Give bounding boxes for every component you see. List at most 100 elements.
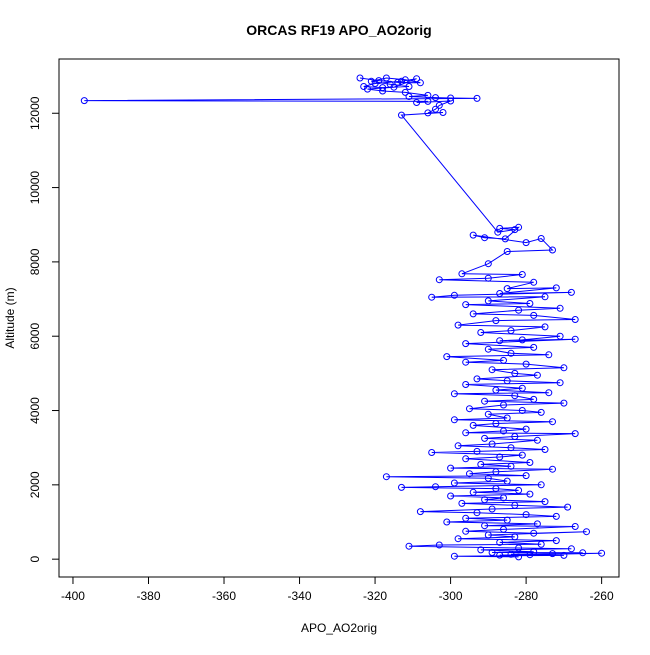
data-point [503, 516, 511, 524]
data-point [492, 420, 500, 427]
data-point [515, 223, 523, 231]
data-point [432, 105, 439, 113]
data-point [500, 356, 507, 364]
data-point [496, 337, 504, 345]
data-point [390, 83, 398, 91]
data-point [503, 477, 511, 485]
data-point [492, 386, 500, 394]
data-point [541, 293, 549, 301]
data-point [494, 228, 502, 236]
data-point [501, 235, 509, 243]
data-point [507, 444, 515, 452]
data-point [567, 288, 575, 296]
x-tick-label: -380 [136, 589, 160, 603]
data-point [469, 421, 477, 429]
y-tick-label: 12000 [28, 96, 42, 130]
x-tick-label: -300 [439, 589, 463, 603]
data-point [552, 512, 560, 520]
data-point [496, 290, 504, 297]
data-point [80, 97, 88, 105]
data-point [466, 470, 473, 478]
data-point [549, 418, 556, 426]
data-point [579, 549, 587, 557]
data-point [462, 455, 470, 463]
data-point [511, 392, 519, 400]
data-point [511, 533, 519, 541]
data-point [545, 389, 553, 397]
data-point [367, 77, 375, 85]
data-point [518, 336, 526, 344]
data-point [496, 224, 504, 232]
data-point [496, 453, 504, 461]
data-point [549, 246, 556, 254]
data-point [541, 323, 549, 331]
data-point [379, 84, 387, 92]
data-point [477, 329, 485, 336]
data-point [484, 474, 492, 482]
data-point [549, 465, 556, 473]
data-point [496, 551, 504, 559]
data-point [484, 345, 492, 353]
data-point [477, 546, 485, 554]
data-point [533, 436, 541, 444]
data-point [541, 498, 549, 506]
data-point [507, 327, 515, 335]
data-point [435, 101, 443, 109]
data-point [583, 528, 590, 536]
data-point [537, 481, 545, 489]
data-point [405, 83, 413, 90]
data-point [503, 285, 511, 293]
y-tick-label: 2000 [28, 471, 42, 498]
data-point [515, 306, 523, 314]
data-point [556, 304, 564, 312]
data-point [462, 301, 470, 309]
data-point [567, 545, 575, 553]
data-point [447, 492, 455, 500]
data-point [443, 353, 451, 361]
data-point [356, 74, 364, 82]
data-point [503, 248, 511, 255]
data-point [530, 311, 538, 319]
data-point [552, 284, 560, 292]
data-point [432, 483, 439, 491]
data-point [507, 349, 515, 357]
data-point [428, 293, 436, 301]
data-point [398, 111, 405, 119]
data-point [481, 234, 489, 242]
data-point [469, 310, 477, 318]
data-point [458, 499, 466, 507]
data-point [560, 364, 568, 372]
data-point [484, 531, 492, 539]
data-point [507, 462, 515, 470]
data-point [462, 527, 470, 535]
data-point [492, 485, 500, 493]
data-point [484, 410, 492, 418]
data-point [413, 75, 421, 83]
data-point [443, 518, 451, 526]
data-point [518, 384, 526, 392]
data-point [488, 440, 496, 448]
data-point [515, 486, 523, 494]
data-point [450, 416, 458, 424]
data-point [416, 508, 424, 516]
data-point [364, 85, 371, 93]
data-point [481, 522, 489, 530]
y-axis-label: Altitude (m) [3, 287, 17, 348]
data-point [537, 540, 545, 548]
data-point [484, 260, 492, 268]
data-point [473, 375, 481, 383]
data-point [484, 297, 492, 305]
data-point [556, 379, 564, 387]
data-point [428, 449, 436, 456]
data-point [537, 408, 545, 416]
data-point [552, 537, 560, 545]
data-point [530, 395, 538, 403]
data-point [454, 535, 462, 543]
data-point [398, 483, 405, 491]
data-point [454, 321, 462, 329]
y-tick-label: 8000 [28, 248, 42, 275]
data-point [564, 503, 572, 511]
data-point [447, 94, 455, 102]
data-point [503, 414, 511, 422]
data-point [492, 317, 500, 325]
